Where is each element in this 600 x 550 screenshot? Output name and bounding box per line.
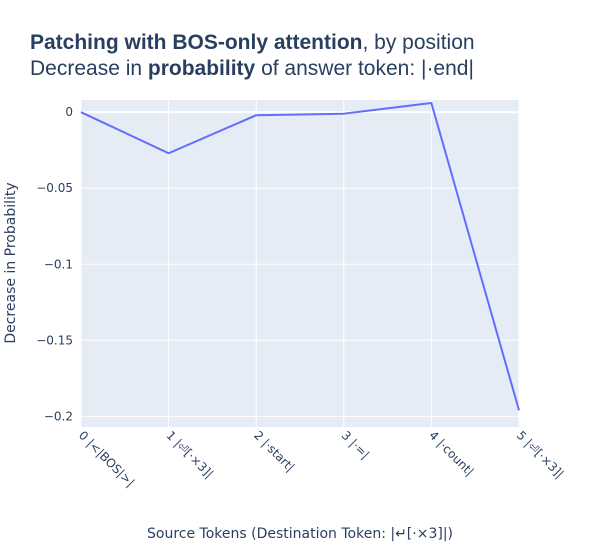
chart-subtitle: Decrease in probability of answer token:… bbox=[30, 56, 475, 82]
title-rest-part: , by position bbox=[362, 31, 475, 54]
subtitle-post: of answer token: |·end| bbox=[255, 57, 474, 80]
x-tick-label-4: 4 |·count| bbox=[426, 428, 476, 478]
series-line-0 bbox=[80, 102, 520, 411]
chart-title: Patching with BOS-only attention, by pos… bbox=[30, 30, 475, 82]
x-tick-label-5: 5 |⏎[·×3]| bbox=[514, 428, 567, 481]
y-tick-label-4: −0.2 bbox=[44, 409, 73, 423]
grid-lines bbox=[80, 100, 520, 427]
x-tick-label-1: 1 |⏎[·×3]| bbox=[163, 428, 216, 481]
title-bold-part: Patching with BOS-only attention bbox=[30, 31, 363, 54]
y-axis-title: Decrease in Probability bbox=[3, 182, 19, 343]
y-axis-ticks: 0 −0.05 −0.1 −0.15 −0.2 bbox=[36, 105, 73, 423]
x-tick-label-0: 0 |<|BOS|>| bbox=[76, 428, 137, 489]
y-tick-label-2: −0.1 bbox=[44, 257, 73, 271]
plot-area bbox=[81, 100, 519, 427]
subtitle-pre: Decrease in bbox=[30, 57, 148, 80]
x-axis-ticks: 0 |<|BOS|>| 1 |⏎[·×3]| 2 |·start| 3 |·=| 4 |… bbox=[76, 428, 567, 489]
x-tick-label-3: 3 |·=| bbox=[339, 428, 373, 462]
y-tick-label-3: −0.15 bbox=[36, 333, 73, 347]
chart-title-line1: Patching with BOS-only attention, by pos… bbox=[30, 30, 475, 56]
y-tick-label-0: 0 bbox=[65, 105, 73, 119]
x-axis-title: Source Tokens (Destination Token: |↵[·×3… bbox=[147, 526, 453, 542]
x-tick-label-2: 2 |·start| bbox=[251, 428, 297, 474]
subtitle-bold: probability bbox=[147, 57, 256, 80]
y-tick-label-1: −0.05 bbox=[36, 181, 73, 195]
series-group bbox=[80, 102, 520, 411]
